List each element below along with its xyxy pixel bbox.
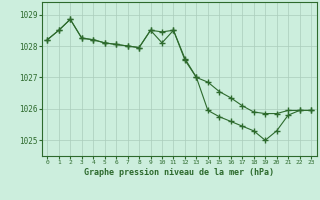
X-axis label: Graphe pression niveau de la mer (hPa): Graphe pression niveau de la mer (hPa) bbox=[84, 168, 274, 177]
